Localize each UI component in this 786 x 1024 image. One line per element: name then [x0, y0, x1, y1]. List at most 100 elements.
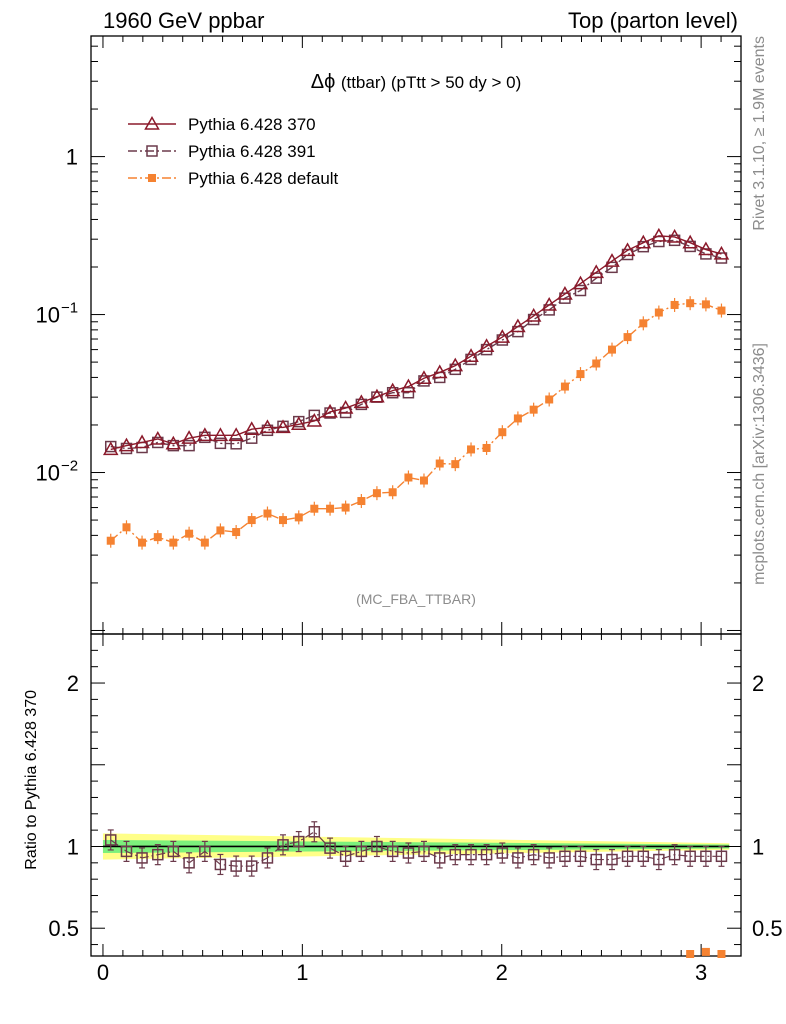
data-point: [682, 234, 698, 249]
ratio-y-axis-label: Ratio to Pythia 6.428 370: [23, 690, 40, 870]
data-point: [294, 513, 303, 522]
data-point: [588, 264, 605, 279]
data-point: [525, 307, 542, 322]
x-tick-label: 0: [97, 960, 109, 985]
ratio-data-point: [324, 842, 336, 854]
data-point: [169, 538, 178, 547]
data-point: [263, 509, 272, 518]
data-point: [604, 253, 620, 267]
mcplots-label: mcplots.cern.ch [arXiv:1306.3436]: [751, 343, 768, 585]
data-point: [230, 438, 242, 450]
data-point: [592, 359, 601, 368]
data-point: [212, 427, 229, 442]
chart-title: Δϕ (ttbar) (pTtt > 50 dy > 0): [311, 71, 522, 93]
data-point: [102, 441, 119, 456]
data-point: [259, 419, 276, 434]
y-tick-label: 10: [36, 303, 60, 328]
data-point: [341, 503, 350, 512]
data-point: [165, 435, 182, 450]
main-panel: 110 −110 −2Δϕ (ttbar) (pTtt > 50 dy > 0)(M…: [36, 35, 742, 635]
legend-label: Pythia 6.428 default: [188, 169, 339, 188]
data-point: [654, 308, 663, 317]
ratio-data-point-default: [701, 947, 710, 956]
ratio-data-point: [152, 848, 164, 861]
data-point: [416, 370, 432, 385]
data-point: [513, 414, 522, 423]
data-point: [498, 428, 507, 437]
data-point: [290, 416, 307, 431]
data-point: [279, 516, 288, 525]
ratio-data-point: [668, 848, 681, 861]
ratio-data-point: [449, 848, 462, 861]
y-tick-label-right: 1: [752, 834, 764, 859]
ratio-panel: 0.5 0.5 1 1 2 2 0 1 2 3 Ratio to Pythia 6.428 370: [23, 633, 783, 985]
ratio-data-point: [199, 845, 211, 858]
data-point: [200, 538, 209, 547]
data-point: [183, 439, 195, 452]
ratio-frame: [90, 633, 742, 957]
ratio-data-point: [214, 858, 227, 871]
header-right: Top (parton level): [568, 8, 738, 33]
ratio-data-point: [700, 850, 712, 863]
data-point: [666, 228, 683, 243]
x-tick-label: 2: [496, 960, 508, 985]
data-point: [134, 434, 150, 449]
data-point: [150, 430, 166, 445]
rivet-label: Rivet 3.1.10, ≥ 1.9M events: [751, 36, 768, 231]
ratio-data-point: [559, 850, 571, 863]
ratio-data-point: [418, 845, 430, 858]
data-point: [529, 405, 538, 414]
y-tick-label-exponent: −2: [61, 458, 78, 475]
ratio-data-point: [574, 850, 587, 863]
ratio-data-point-default: [717, 950, 726, 958]
data-point: [715, 252, 728, 264]
data-point: [435, 459, 444, 468]
ratio-data-point: [402, 847, 415, 859]
data-point: [138, 538, 147, 547]
data-point: [197, 427, 213, 442]
data-point: [467, 445, 476, 454]
ratio-data-point: [480, 848, 493, 861]
ratio-data-point: [293, 835, 305, 848]
y-tick-label: 10: [36, 461, 60, 486]
data-point: [372, 489, 381, 498]
data-point: [106, 536, 115, 545]
ratio-data-point: [136, 852, 148, 864]
series-line: [110, 235, 722, 451]
data-point: [478, 338, 495, 353]
data-point: [400, 378, 417, 393]
ratio-data-point: [308, 826, 321, 838]
data-point: [606, 261, 618, 274]
data-point: [122, 523, 131, 532]
ratio-data-point: [621, 850, 634, 863]
data-point: [275, 419, 291, 434]
y-tick-label-right: 0.5: [752, 916, 783, 941]
data-point: [181, 430, 197, 444]
ratio-data-point: [120, 845, 133, 858]
ratio-data-point: [684, 850, 696, 863]
data-point: [369, 388, 385, 403]
data-point: [243, 421, 260, 435]
ratio-data-point: [261, 852, 274, 864]
data-point: [388, 488, 397, 497]
x-tick-label: 3: [695, 960, 707, 985]
data-point: [639, 319, 648, 328]
ratio-data-point: [512, 852, 524, 864]
data-point: [232, 528, 241, 537]
data-point: [353, 394, 370, 409]
data-point: [216, 526, 225, 535]
ratio-data-point: [653, 853, 665, 866]
ratio-data-point: [167, 845, 180, 858]
ratio-data-point: [183, 857, 195, 869]
x-tick-label: 1: [296, 960, 308, 985]
ratio-data-point-default: [686, 950, 695, 958]
data-point: [510, 318, 526, 333]
data-point: [651, 227, 667, 242]
chart-title-symbol: Δϕ: [311, 71, 341, 93]
series-line: [110, 302, 722, 544]
series-line: [110, 239, 722, 450]
ratio-data-point: [355, 845, 368, 858]
data-point: [713, 245, 730, 260]
legend-marker: [144, 115, 160, 130]
